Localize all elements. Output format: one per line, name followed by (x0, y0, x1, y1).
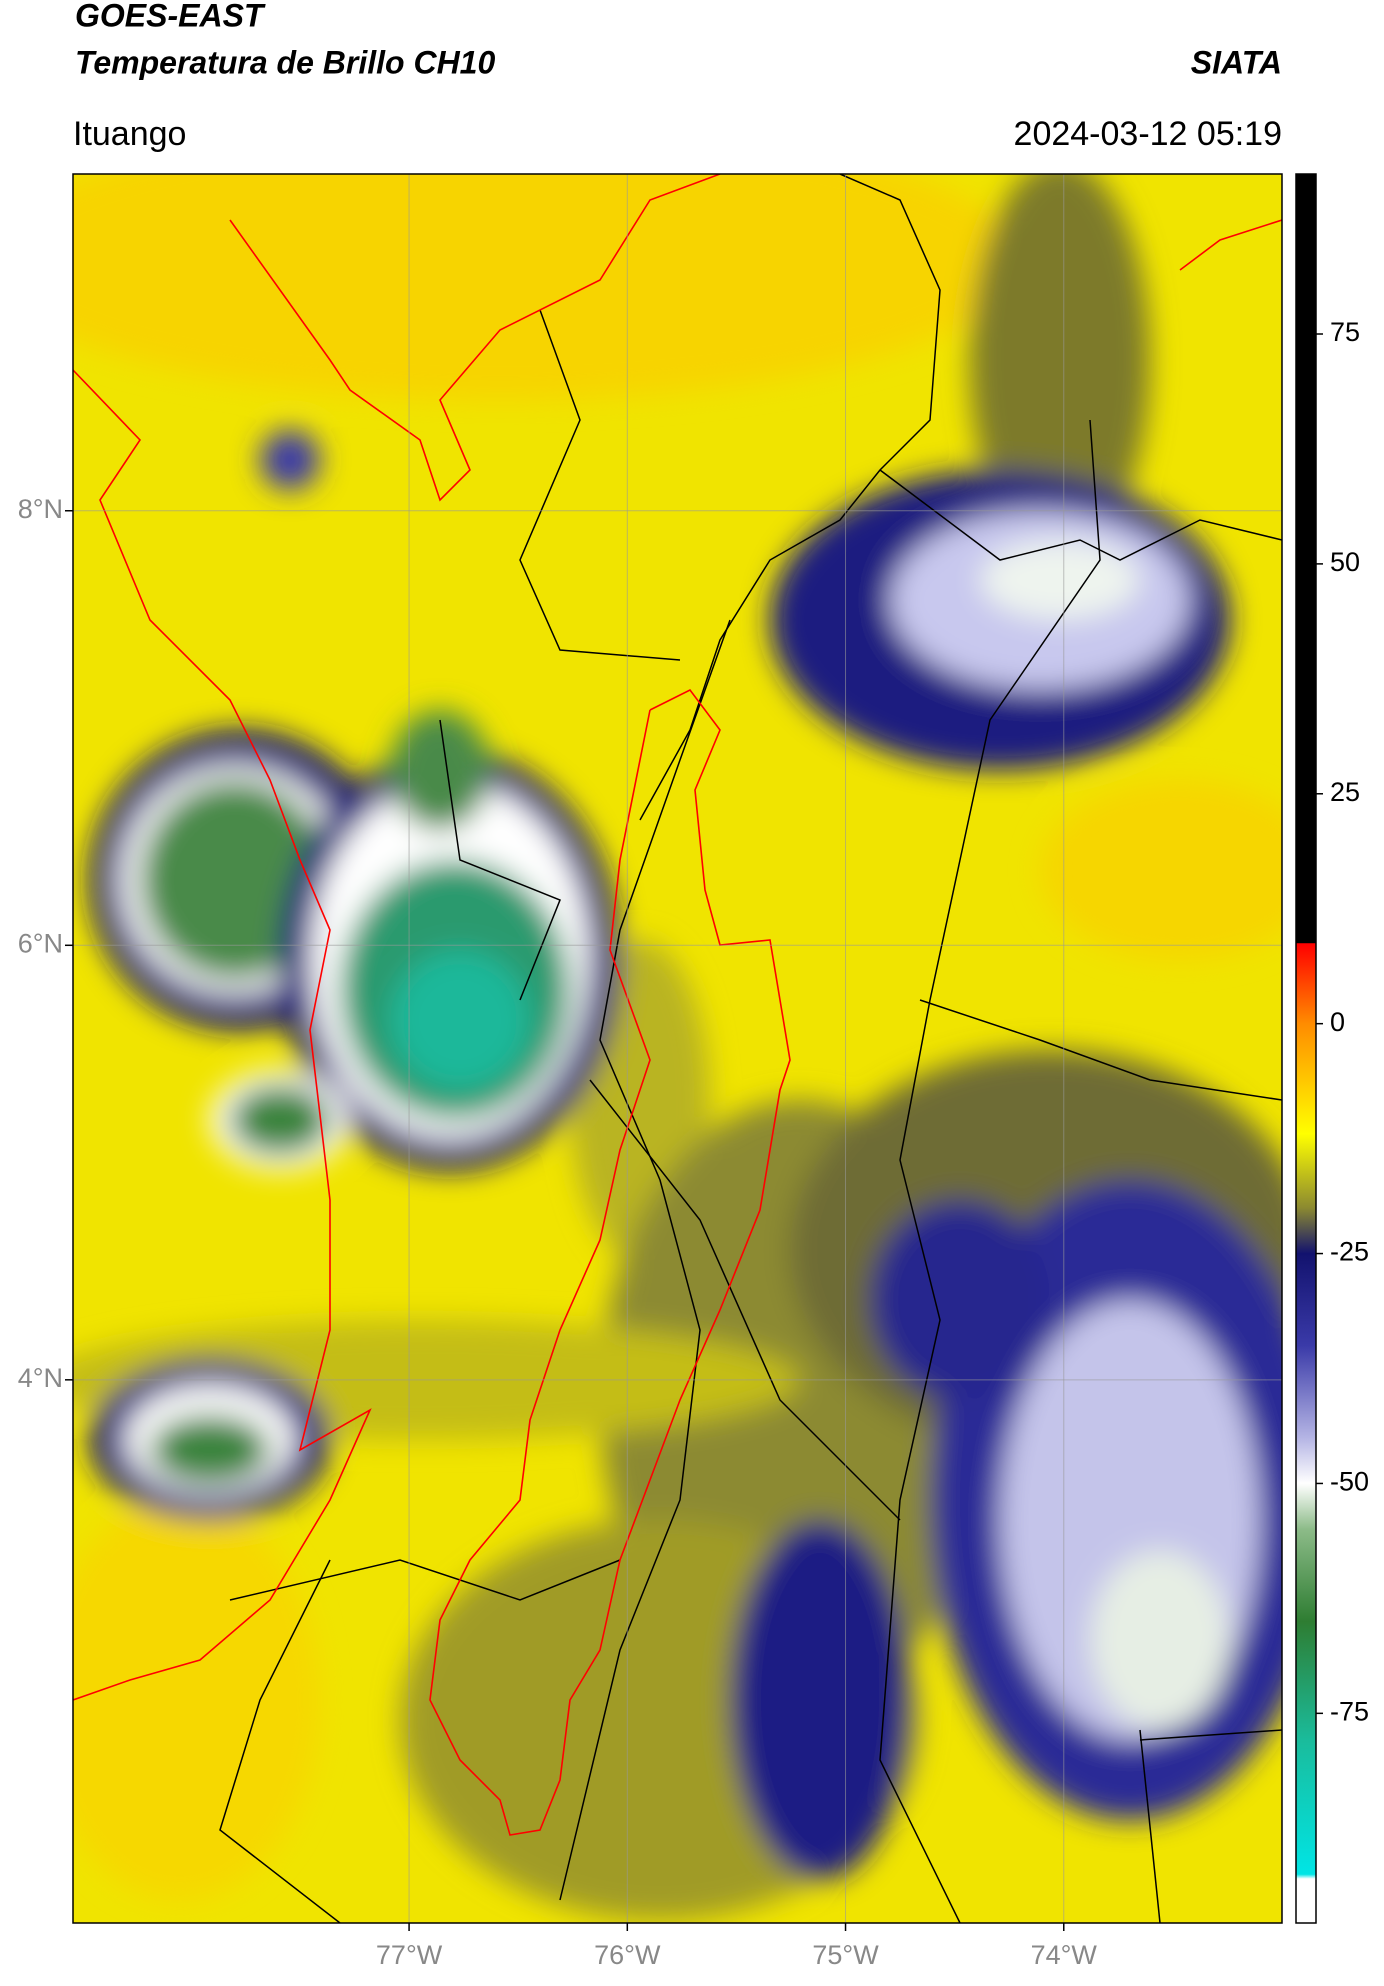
colorbar-bar (1295, 173, 1317, 1924)
axes: 77°W 76°W 75°W 74°W 8°N 6°N 4°N (18, 494, 1098, 1970)
colorbar-tick-label: 75 (1330, 317, 1360, 347)
satellite-image (73, 174, 1282, 1923)
x-tick-label: 77°W (376, 1940, 443, 1970)
colorbar-tick-label: -50 (1330, 1467, 1369, 1497)
timestamp: 2024-03-12 05:19 (1014, 115, 1282, 153)
grid (73, 174, 1282, 1923)
colorbar-tick-label: -75 (1330, 1696, 1369, 1726)
x-tick-label: 76°W (594, 1940, 661, 1970)
product: Temperatura de Brillo CH10 (75, 44, 495, 80)
colorbar-tick-label: 50 (1330, 547, 1360, 577)
colorbar-tick-label: 0 (1330, 1007, 1345, 1037)
map-frame (72, 173, 1283, 1924)
location: Ituango (73, 115, 186, 153)
colorbar-tick-label: 25 (1330, 777, 1360, 807)
colorbar: 75 50 25 0 -25 -50 -75 (1295, 173, 1369, 1924)
x-tick-label: 74°W (1031, 1940, 1098, 1970)
x-tick-label: 75°W (812, 1940, 879, 1970)
y-tick-label: 6°N (18, 928, 63, 958)
y-tick-label: 8°N (18, 494, 63, 524)
brand: SIATA (1191, 44, 1282, 80)
colorbar-tick-label: -25 (1330, 1237, 1369, 1267)
satellite: GOES-EAST (75, 0, 266, 33)
y-tick-label: 4°N (18, 1363, 63, 1393)
